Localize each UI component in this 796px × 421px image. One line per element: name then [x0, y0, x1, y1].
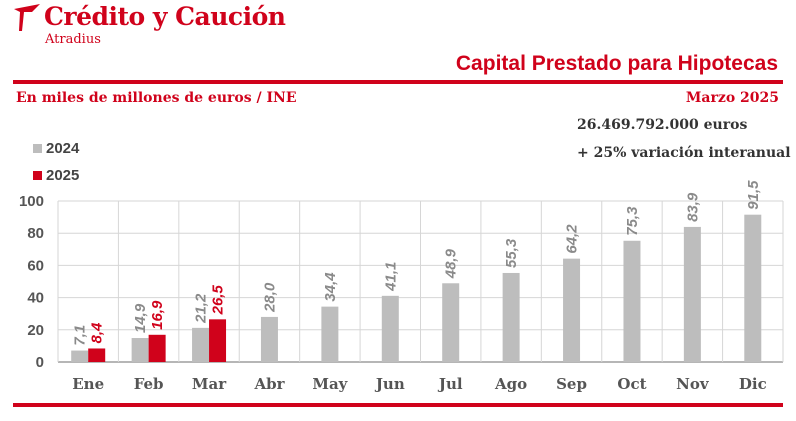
y-tick-label: 60 — [27, 257, 44, 274]
data-label-2024: 41,1 — [382, 262, 399, 292]
legend-swatch-2024 — [33, 143, 42, 153]
y-tick-label: 0 — [36, 354, 44, 371]
top-divider — [13, 80, 783, 84]
x-tick-label: Feb — [134, 375, 164, 393]
bar-2025 — [88, 348, 106, 362]
brand-subtitle: Atradius — [45, 32, 101, 47]
brand-logo-icon — [14, 4, 40, 31]
bar-2024 — [442, 283, 460, 362]
x-tick-label: Abr — [253, 375, 285, 393]
bar-2024 — [744, 214, 762, 362]
bar-2024 — [131, 338, 149, 362]
x-tick-label: May — [312, 375, 348, 393]
x-tick-label: Mar — [192, 375, 227, 393]
data-label-2024: 21,2 — [193, 293, 210, 324]
data-label-2024: 64,2 — [564, 224, 581, 254]
bar-2024 — [381, 295, 399, 362]
x-tick-label: Ago — [494, 375, 527, 393]
bar-2024 — [563, 258, 581, 362]
legend-label-2025: 2025 — [46, 166, 80, 184]
legend-item-2025: 2025 — [33, 166, 79, 184]
bar-2024 — [260, 316, 278, 362]
legend-swatch-2025 — [33, 170, 42, 180]
data-label-2024: 48,9 — [443, 248, 460, 279]
data-label-2025: 16,9 — [149, 300, 166, 330]
bottom-divider — [13, 403, 783, 407]
bar-2024 — [623, 240, 641, 362]
data-label-2024: 14,9 — [132, 303, 149, 333]
bar-2024 — [502, 272, 520, 362]
x-tick-label: Jul — [437, 375, 463, 393]
data-label-2024: 34,4 — [322, 272, 339, 302]
period-label: Marzo 2025 — [685, 90, 779, 106]
bar-2025 — [209, 319, 227, 362]
y-tick-label: 20 — [27, 322, 44, 339]
page-title: Capital Prestado para Hipotecas — [455, 52, 778, 75]
total-amount: 26.469.792.000 euros — [577, 117, 748, 133]
data-label-2025: 8,4 — [89, 322, 106, 344]
yoy-variation: + 25% variación interanual — [577, 145, 791, 161]
legend-label-2024: 2024 — [46, 139, 80, 157]
bar-2024 — [683, 226, 701, 362]
data-label-2024: 55,3 — [503, 238, 520, 268]
units-label: En miles de millones de euros / INE — [16, 90, 297, 106]
x-tick-label: Oct — [617, 375, 646, 393]
x-tick-label: Dic — [739, 375, 767, 393]
y-tick-label: 100 — [19, 193, 44, 210]
data-label-2024: 83,9 — [684, 192, 701, 222]
data-label-2025: 26,5 — [210, 284, 227, 315]
brand-name: Crédito y Caución — [44, 2, 286, 31]
x-tick-label: Jun — [374, 375, 405, 393]
x-tick-label: Sep — [556, 375, 587, 393]
bar-2024 — [71, 350, 89, 362]
bar-2024 — [321, 306, 339, 362]
x-tick-label: Ene — [72, 375, 104, 393]
x-tick-label: Nov — [676, 375, 710, 393]
data-label-2024: 91,5 — [745, 180, 762, 210]
y-tick-label: 80 — [27, 225, 44, 242]
bar-2025 — [148, 334, 166, 362]
bar-2024 — [192, 327, 210, 362]
data-label-2024: 75,3 — [624, 206, 641, 236]
data-label-2024: 28,0 — [261, 282, 278, 313]
legend-item-2024: 2024 — [33, 139, 79, 157]
y-tick-label: 40 — [27, 290, 44, 307]
data-label-2024: 7,1 — [72, 325, 89, 346]
